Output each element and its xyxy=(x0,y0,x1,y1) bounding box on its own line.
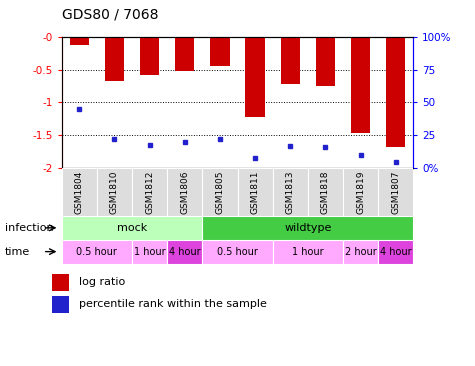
Bar xyxy=(343,168,378,216)
Bar xyxy=(378,168,413,216)
Text: log ratio: log ratio xyxy=(79,277,125,287)
Text: wildtype: wildtype xyxy=(284,223,332,233)
Text: infection: infection xyxy=(5,223,53,233)
Bar xyxy=(132,168,167,216)
Bar xyxy=(202,240,273,264)
Text: time: time xyxy=(5,247,30,257)
Bar xyxy=(378,240,413,264)
Bar xyxy=(62,168,97,216)
Bar xyxy=(62,240,132,264)
Text: 1 hour: 1 hour xyxy=(292,247,323,257)
Bar xyxy=(273,240,343,264)
Bar xyxy=(386,37,405,147)
Bar xyxy=(97,168,132,216)
Text: 2 hour: 2 hour xyxy=(345,247,376,257)
Bar xyxy=(175,37,194,71)
Bar xyxy=(140,37,159,75)
Bar xyxy=(52,296,69,313)
Bar xyxy=(246,37,265,117)
Bar xyxy=(308,168,343,216)
Text: percentile rank within the sample: percentile rank within the sample xyxy=(79,299,267,309)
Bar xyxy=(316,37,335,86)
Bar xyxy=(273,168,308,216)
Text: GDS80 / 7068: GDS80 / 7068 xyxy=(62,8,158,22)
Bar xyxy=(202,168,238,216)
Text: GSM1811: GSM1811 xyxy=(251,171,259,214)
Bar xyxy=(238,168,273,216)
Text: GSM1807: GSM1807 xyxy=(391,171,400,214)
Text: GSM1805: GSM1805 xyxy=(216,171,224,214)
Text: 1 hour: 1 hour xyxy=(134,247,165,257)
Bar xyxy=(52,274,69,291)
Bar xyxy=(105,37,124,81)
Bar xyxy=(351,37,370,134)
Text: GSM1818: GSM1818 xyxy=(321,171,330,214)
Bar xyxy=(70,37,89,45)
Text: GSM1806: GSM1806 xyxy=(180,171,189,214)
Bar xyxy=(62,216,202,240)
Text: GSM1810: GSM1810 xyxy=(110,171,119,214)
Text: GSM1819: GSM1819 xyxy=(356,171,365,214)
Text: 0.5 hour: 0.5 hour xyxy=(76,247,117,257)
Bar xyxy=(132,240,167,264)
Bar xyxy=(343,240,378,264)
Text: GSM1813: GSM1813 xyxy=(286,171,294,214)
Text: 4 hour: 4 hour xyxy=(380,247,411,257)
Text: GSM1804: GSM1804 xyxy=(75,171,84,214)
Bar xyxy=(167,240,202,264)
Text: mock: mock xyxy=(117,223,147,233)
Text: 4 hour: 4 hour xyxy=(169,247,200,257)
Text: 0.5 hour: 0.5 hour xyxy=(217,247,258,257)
Bar xyxy=(167,168,202,216)
Bar xyxy=(281,37,300,84)
Text: GSM1812: GSM1812 xyxy=(145,171,154,214)
Bar xyxy=(202,216,413,240)
Bar xyxy=(210,37,229,66)
